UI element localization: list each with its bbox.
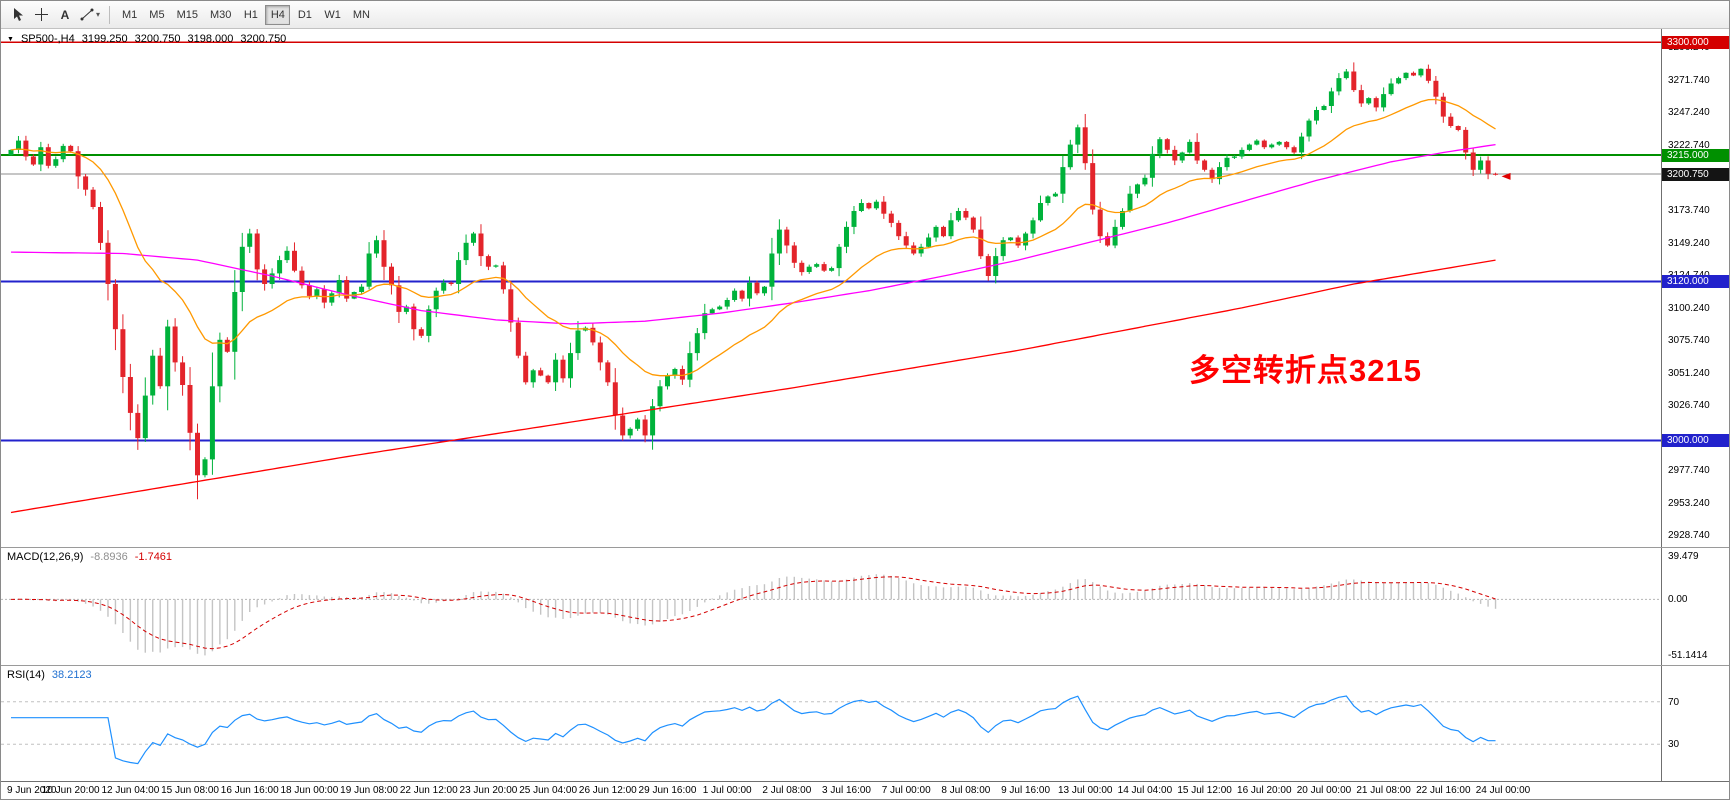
time-tick-label: 25 Jun 04:00 <box>519 785 578 796</box>
time-tick-label: 20 Jul 00:00 <box>1296 785 1352 796</box>
timeframe-button-h4[interactable]: H4 <box>265 4 291 25</box>
crosshair-tool-button[interactable] <box>29 4 53 26</box>
drawing-tool-group: A ▾ <box>5 4 103 26</box>
bar-close-value: 3200.750 <box>240 33 287 45</box>
time-tick-label: 22 Jun 12:00 <box>399 785 458 796</box>
bar-open-value: 3199.250 <box>81 33 128 45</box>
timeframe-button-w1[interactable]: W1 <box>324 8 341 21</box>
rsi-axis-label: 30 <box>1668 739 1680 751</box>
macd-axis-label: -51.1414 <box>1668 650 1708 662</box>
collapse-arrow-icon[interactable]: ▼ <box>7 35 14 43</box>
rsi-indicator-label: RSI(14) 38.2123 <box>7 669 92 681</box>
time-tick-label: 23 Jun 20:00 <box>459 785 518 796</box>
mid-ma-line <box>10 143 1496 325</box>
time-tick-label: 21 Jul 08:00 <box>1356 785 1411 796</box>
price-tick-label: 2928.740 <box>1668 530 1710 542</box>
chart-plot-area[interactable] <box>1 29 1663 783</box>
macd-name: MACD(12,26,9) <box>7 551 84 563</box>
time-tick-label: 14 Jul 04:00 <box>1117 785 1173 796</box>
main-toolbar: A ▾ M1 M5 M15 M30 H1 H4 D1 W1 MN <box>1 1 1729 29</box>
price-tick-label: 3026.740 <box>1668 400 1710 412</box>
timeframe-button-m1[interactable]: M1 <box>122 8 138 21</box>
time-tick-label: 16 Jun 16:00 <box>220 785 279 796</box>
macd-indicator-label: MACD(12,26,9) -8.8936 -1.7461 <box>7 551 172 563</box>
time-tick-label: 22 Jul 16:00 <box>1416 785 1471 796</box>
dropdown-arrow-icon: ▾ <box>96 10 101 19</box>
rsi-line <box>11 695 1496 765</box>
time-axis[interactable]: 9 Jun 2020 10 Jun 20:00 12 Jun 04:00 15 Jun… <box>1 781 1729 799</box>
time-tick-label: 8 Jul 08:00 <box>941 785 991 796</box>
timeframe-button-m30[interactable]: M30 <box>209 8 232 21</box>
time-tick-label: 1 Jul 00:00 <box>702 785 752 796</box>
support-3120-price-label: 3120.000 <box>1662 274 1729 288</box>
macd-signal-line <box>10 576 1496 650</box>
bid-price-price-label: 3200.750 <box>1662 167 1729 181</box>
price-tick-label: 3222.740 <box>1668 139 1710 151</box>
slow-ma-line <box>10 259 1496 514</box>
macd-pane-separator[interactable] <box>1 547 1729 548</box>
price-tick-label: 3173.740 <box>1668 204 1710 216</box>
rsi-axis-label: 70 <box>1668 696 1680 708</box>
chart-ohlc-label: ▼ SP500-,H4 3199.250 3200.750 3198.000 3… <box>7 33 286 45</box>
time-tick-label: 2 Jul 08:00 <box>762 785 812 796</box>
bar-low-value: 3198.000 <box>187 33 234 45</box>
rsi-name: RSI(14) <box>7 669 45 681</box>
time-tick-label: 29 Jun 16:00 <box>638 785 697 796</box>
timeframe-button-m5[interactable]: M5 <box>149 8 165 21</box>
price-tick-label: 3149.240 <box>1668 237 1710 249</box>
price-tick-label: 2953.240 <box>1668 497 1710 509</box>
time-tick-label: 16 Jul 20:00 <box>1237 785 1292 796</box>
text-tool-button[interactable]: A <box>60 7 70 22</box>
time-tick-label: 24 Jul 00:00 <box>1475 785 1531 796</box>
time-tick-label: 7 Jul 00:00 <box>881 785 931 796</box>
fast-ma-line <box>10 98 1496 377</box>
toolbar-separator <box>109 5 111 24</box>
bar-high-value: 3200.750 <box>134 33 181 45</box>
chart-annotation-text: 多空转折点3215 <box>1189 353 1422 388</box>
symbol-timeframe-label: SP500-,H4 <box>20 33 75 45</box>
price-tick-label: 3247.240 <box>1668 107 1710 119</box>
price-tick-label: 3271.740 <box>1668 74 1710 86</box>
resistance-3300-price-label: 3300.000 <box>1662 35 1729 49</box>
time-tick-label: 13 Jul 00:00 <box>1057 785 1113 796</box>
timeframe-button-m15[interactable]: M15 <box>176 8 198 21</box>
time-tick-label: 12 Jun 04:00 <box>101 785 160 796</box>
cursor-tool-button[interactable] <box>5 4 29 26</box>
price-axis[interactable]: 3296.2403271.7403247.2403222.7403173.740… <box>1661 29 1729 783</box>
time-tick-label: 15 Jul 12:00 <box>1177 785 1232 796</box>
rsi-value: 38.2123 <box>51 669 92 681</box>
timeframe-button-mn[interactable]: MN <box>352 8 370 21</box>
price-tick-label: 3100.240 <box>1668 302 1710 314</box>
chart-window: ▼ SP500-,H4 3199.250 3200.750 3198.000 3… <box>1 29 1729 799</box>
price-pointer-icon <box>1501 172 1511 180</box>
time-tick-label: 3 Jul 16:00 <box>822 785 871 796</box>
time-tick-label: 26 Jun 12:00 <box>578 785 637 796</box>
time-tick-label: 10 Jun 20:00 <box>41 785 100 796</box>
price-tick-label: 3075.740 <box>1668 335 1710 347</box>
macd-axis-label: 0.00 <box>1668 594 1688 606</box>
macd-axis-label: 39.479 <box>1668 551 1699 563</box>
timeframe-button-d1[interactable]: D1 <box>297 8 312 21</box>
pivot-3215-price-label: 3215.000 <box>1662 148 1729 162</box>
macd-signal-value: -1.7461 <box>134 551 173 563</box>
time-tick-label: 9 Jun 2020 <box>7 785 57 796</box>
rsi-pane-separator[interactable] <box>1 665 1729 666</box>
price-tick-label: 3051.240 <box>1668 367 1710 379</box>
time-tick-label: 15 Jun 08:00 <box>161 785 219 796</box>
time-tick-label: 18 Jun 00:00 <box>280 785 339 796</box>
time-tick-label: 9 Jul 16:00 <box>1001 785 1051 796</box>
support-3000-price-label: 3000.000 <box>1662 434 1729 448</box>
macd-main-value: -8.8936 <box>90 551 128 563</box>
timeframe-button-h1[interactable]: H1 <box>243 8 258 21</box>
trendline-tool-button[interactable]: ▾ <box>77 4 103 26</box>
price-tick-label: 2977.740 <box>1668 465 1710 477</box>
time-tick-label: 19 Jun 08:00 <box>340 785 398 796</box>
timeframe-group: M1 M5 M15 M30 H1 H4 D1 W1 MN <box>116 4 376 25</box>
